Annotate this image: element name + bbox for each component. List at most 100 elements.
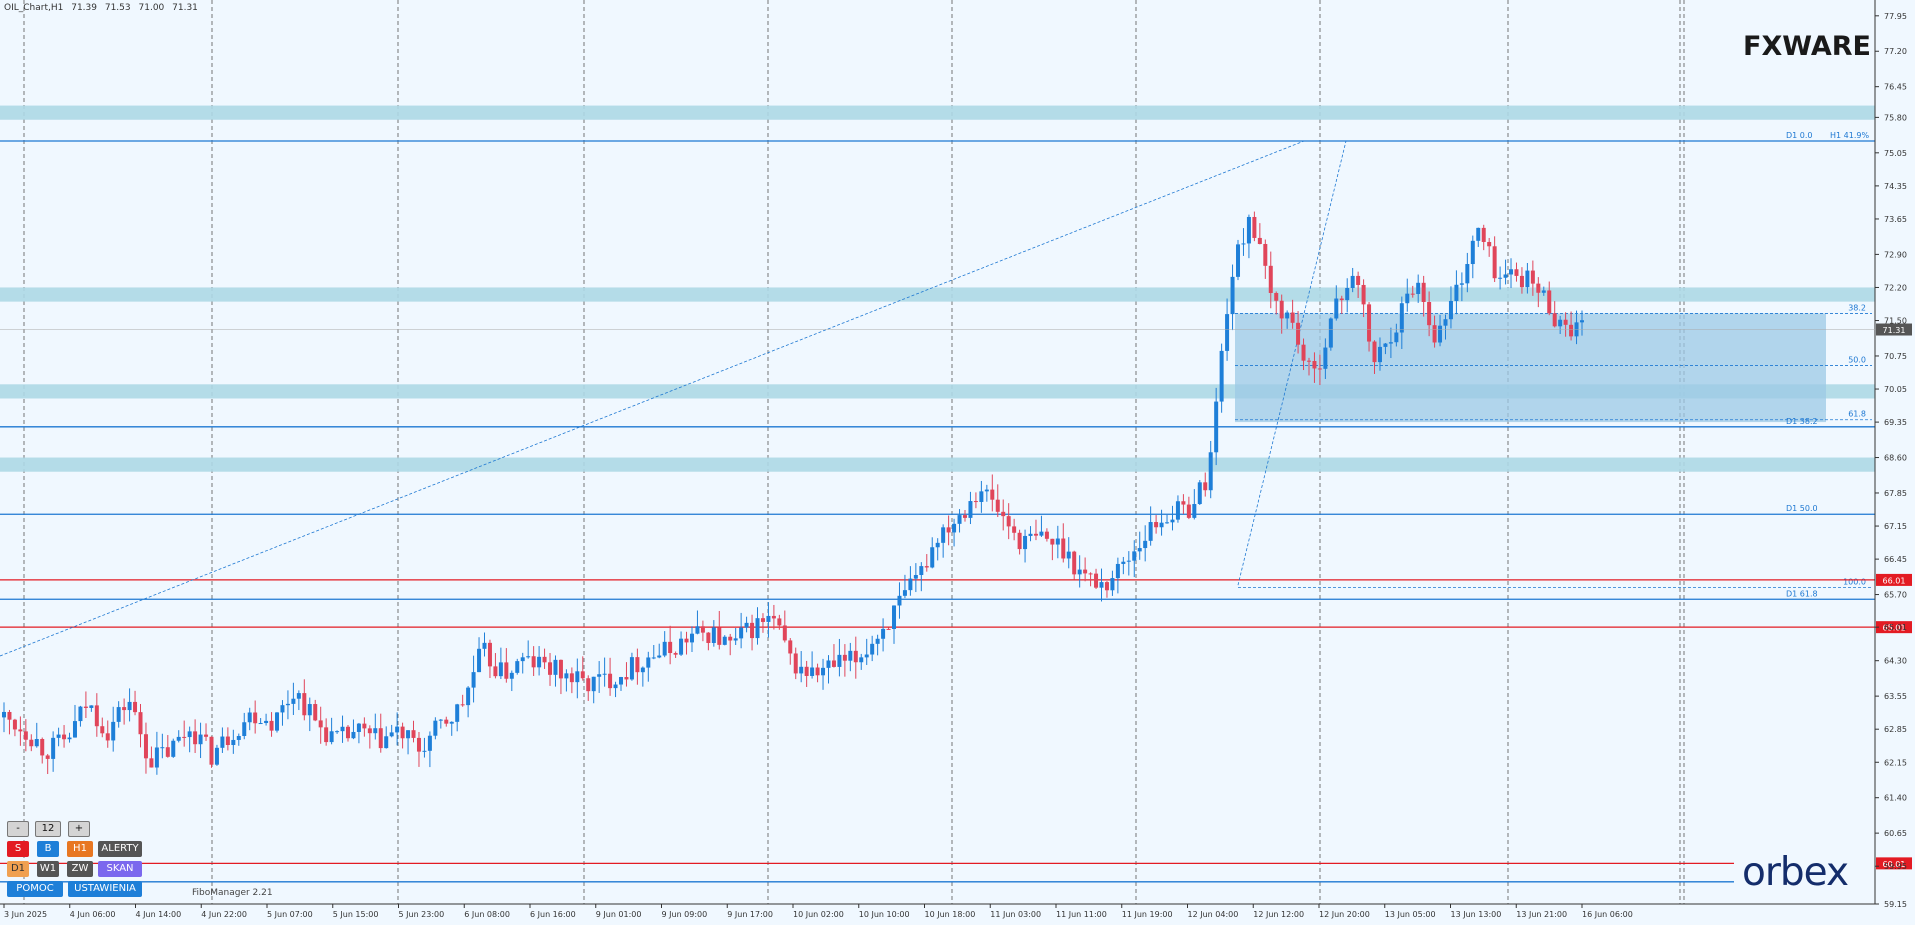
candle-body	[564, 673, 569, 679]
candle-body	[750, 622, 755, 639]
last-price-box	[1876, 323, 1912, 336]
candle-body	[1399, 303, 1404, 333]
candle-body	[968, 501, 973, 518]
candle-body	[1388, 342, 1393, 344]
fib-level-label: 61.8	[1848, 410, 1866, 419]
trend-lines	[0, 140, 1347, 657]
zw-button[interactable]: ZW	[67, 861, 93, 877]
candle-body	[755, 618, 760, 639]
x-tick-label: 11 Jun 03:00	[990, 910, 1041, 919]
candle-body	[1519, 275, 1524, 288]
candle-body	[1181, 501, 1186, 505]
buy-button[interactable]: B	[37, 841, 59, 857]
candle-body	[973, 501, 978, 503]
candle-body	[597, 674, 602, 677]
candle-body	[897, 595, 902, 606]
candle-body	[34, 738, 39, 747]
candle-body	[739, 627, 744, 639]
candle-body	[995, 499, 1000, 512]
increase-button[interactable]: +	[68, 821, 90, 837]
candle-body	[1563, 319, 1568, 325]
y-tick-label: 66.45	[1884, 555, 1907, 564]
candle-body	[389, 732, 394, 737]
candle-body	[1372, 341, 1377, 363]
candle-body	[908, 578, 913, 591]
candle-body	[771, 615, 776, 619]
candle-body	[553, 659, 558, 675]
timeframe-d1-button[interactable]: D1	[7, 861, 29, 877]
candle-body	[1438, 325, 1443, 343]
candle-body	[1536, 283, 1541, 293]
candle-body	[324, 727, 329, 743]
candle-body	[1383, 343, 1388, 347]
candle-body	[1165, 522, 1170, 524]
candle-body	[1159, 522, 1164, 528]
candle-body	[242, 722, 247, 736]
candle-body	[886, 628, 891, 630]
open-value: 71.39	[71, 3, 97, 13]
candle-body	[296, 693, 301, 699]
candle-body	[1394, 332, 1399, 343]
period-value-field[interactable]: 12	[35, 821, 61, 837]
candle-body	[1012, 526, 1017, 533]
y-tick-label: 68.60	[1884, 454, 1907, 463]
candle-body	[416, 737, 421, 752]
x-tick-label: 10 Jun 18:00	[925, 910, 976, 919]
candle-body	[1148, 522, 1153, 541]
candle-body	[935, 542, 940, 548]
candle-body	[427, 735, 432, 751]
candle-body	[962, 515, 967, 518]
candle-body	[1410, 293, 1415, 295]
candle-body	[220, 736, 225, 748]
settings-button[interactable]: USTAWIENIA	[68, 881, 142, 897]
timeframe-w1-button[interactable]: W1	[37, 861, 59, 877]
candle-body	[143, 734, 148, 759]
candle-body	[67, 737, 72, 740]
scan-button[interactable]: SKAN	[98, 861, 142, 877]
candle-body	[94, 705, 99, 727]
candle-body	[182, 736, 187, 738]
candle-body	[2, 711, 6, 718]
candle-body	[1541, 290, 1546, 293]
candle-body	[952, 523, 957, 533]
candle-body	[520, 657, 525, 662]
candle-body	[1345, 287, 1350, 301]
candle-body	[810, 667, 815, 676]
fib-level-label: 50.0	[1848, 355, 1866, 364]
candle-body	[537, 656, 542, 668]
candle-body	[18, 729, 23, 732]
candle-body	[1175, 501, 1180, 520]
decrease-button[interactable]: -	[7, 821, 29, 837]
alerts-button[interactable]: ALERTY	[98, 841, 142, 857]
candle-body	[700, 626, 705, 633]
y-tick-label: 59.95	[1884, 862, 1907, 871]
candle-body	[1137, 548, 1142, 552]
candle-body	[1514, 269, 1519, 276]
candle-body	[640, 667, 645, 673]
candle-body	[782, 625, 787, 641]
help-button[interactable]: POMOC	[7, 881, 63, 897]
candle-body	[864, 654, 869, 658]
candle-body	[340, 726, 345, 732]
y-tick-label: 60.65	[1884, 829, 1907, 838]
x-tick-label: 12 Jun 04:00	[1188, 910, 1239, 919]
sr-zone	[0, 457, 1875, 472]
candle-body	[870, 643, 875, 655]
candle-body	[733, 638, 738, 641]
trend-line	[0, 140, 1305, 657]
candle-body	[138, 712, 143, 735]
sell-button[interactable]: S	[7, 841, 29, 857]
candle-body	[504, 662, 509, 679]
candle-body	[668, 641, 673, 654]
symbol-label: OIL_Chart,H1	[4, 3, 64, 13]
candlestick-series	[2, 211, 1584, 775]
timeframe-h1-button[interactable]: H1	[67, 841, 93, 857]
candle-body	[225, 736, 230, 746]
candle-body	[1225, 314, 1230, 351]
candle-body	[777, 618, 782, 626]
x-tick-label: 12 Jun 20:00	[1319, 910, 1370, 919]
chart-header: OIL_Chart,H1 71.39 71.53 71.00 71.31	[4, 3, 203, 13]
candle-body	[1219, 350, 1224, 402]
